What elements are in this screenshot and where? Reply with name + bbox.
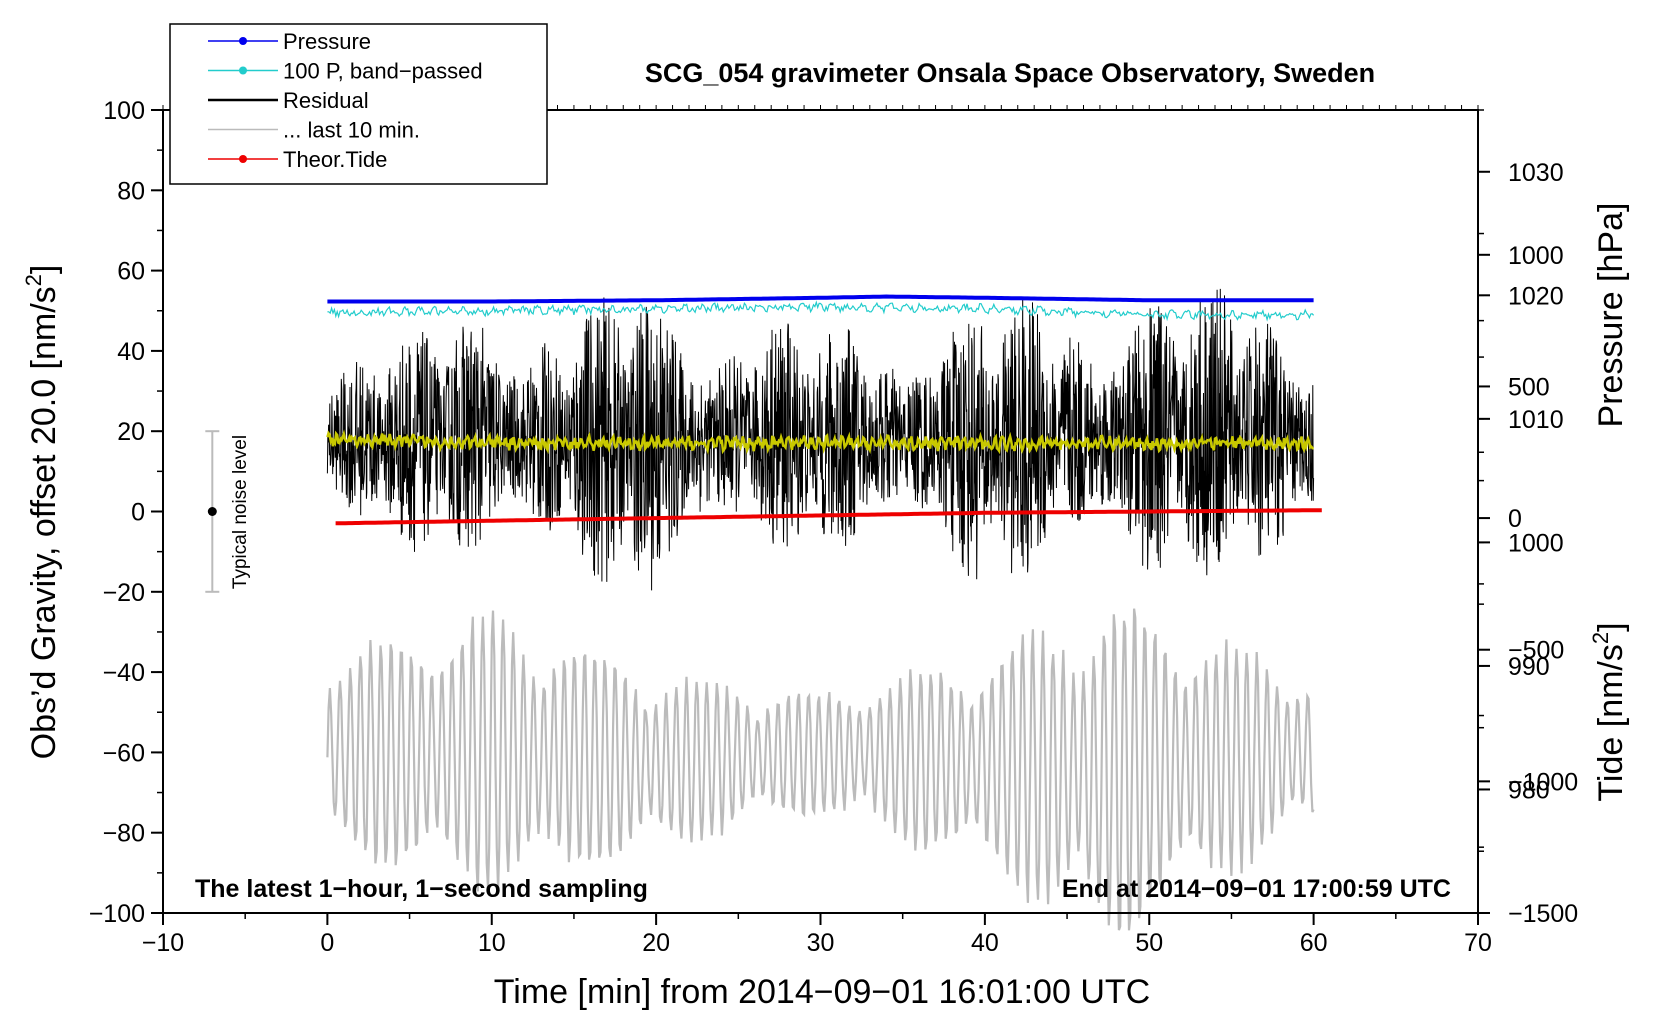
pressure-tick-label: 1020: [1508, 282, 1564, 310]
series-band-passed: [327, 300, 1315, 322]
legend-label: Pressure: [283, 29, 371, 54]
tide-tick-label: 1000: [1508, 242, 1564, 270]
annotation-end-time: End at 2014−09−01 17:00:59 UTC: [1062, 875, 1451, 903]
legend-marker: [239, 155, 247, 163]
y-axis-label-pressure: Pressure [hPa]: [1592, 203, 1630, 428]
legend-marker: [239, 37, 247, 45]
tide-tick-label: −1500: [1508, 900, 1578, 928]
pressure-tick-label: 1030: [1508, 159, 1564, 187]
pressure-tick-label: 1000: [1508, 529, 1564, 557]
series-last-10-min: [326, 608, 1315, 931]
y-tick-label: 20: [117, 418, 145, 446]
series-pressure: [327, 294, 1314, 304]
y-tick-label: 60: [117, 258, 145, 286]
y-tick-label: 40: [117, 338, 145, 366]
y-tick-label: 0: [131, 499, 145, 527]
x-tick-label: −10: [142, 929, 184, 957]
y-axis-label-left-sup: 2: [21, 274, 46, 286]
y-axis-label-tide-close: ]: [1592, 622, 1630, 631]
y-axis-label-left-text: Obs’d Gravity, offset 20.0 [nm/s: [25, 286, 63, 759]
x-tick-label: 50: [1135, 929, 1163, 957]
legend: Pressure 100 P, band−passed Residual ... la…: [169, 23, 548, 185]
y-tick-label: 100: [103, 97, 145, 125]
plot-series: [326, 288, 1322, 931]
legend-label: Theor.Tide: [283, 147, 387, 172]
y-axis-label-tide-sup: 2: [1588, 632, 1613, 644]
y-tick-label: −40: [103, 659, 145, 687]
x-tick-label: 10: [478, 929, 506, 957]
y-axis-label-left: Obs’d Gravity, offset 20.0 [nm/s2]: [21, 265, 63, 760]
y-tick-label: −60: [103, 739, 145, 767]
noise-bar-center: [207, 507, 217, 516]
legend-label: ... last 10 min.: [283, 118, 420, 143]
x-tick-label: 30: [807, 929, 835, 957]
x-tick-label: 60: [1300, 929, 1328, 957]
series-smoothed-residual: [326, 429, 1315, 456]
noise-bar-label: Typical noise level: [230, 435, 251, 589]
legend-label: Residual: [283, 88, 369, 113]
x-tick-label: 40: [971, 929, 999, 957]
x-tick-label: 70: [1464, 929, 1492, 957]
y-tick-label: −100: [89, 900, 145, 928]
legend-label: 100 P, band−passed: [283, 59, 483, 84]
legend-marker: [239, 66, 247, 75]
tide-tick-label: 0: [1508, 505, 1522, 533]
pressure-tick-label: 1010: [1508, 406, 1564, 434]
series-theor-tide: [335, 508, 1322, 526]
x-axis-label: Time [min] from 2014−09−01 16:01:00 UTC: [494, 973, 1150, 1011]
legend-box: [169, 23, 548, 185]
annotation-sampling: The latest 1−hour, 1−second sampling: [195, 875, 648, 903]
y-tick-label: −80: [103, 820, 145, 848]
tide-tick-label: −500: [1508, 637, 1564, 665]
pressure-tick-label: 980: [1508, 776, 1550, 804]
y-axis-label-tide-text: Tide [nm/s: [1592, 644, 1630, 801]
chart-title: SCG_054 gravimeter Onsala Space Observat…: [645, 58, 1375, 88]
tide-tick-label: −1000: [1508, 768, 1578, 796]
y-tick-label: −20: [103, 579, 145, 607]
axes: −10 0 10 20 30 40 50 60 70−100−80−60−40−20020406…: [89, 97, 1579, 957]
y-axis-label-tide: Tide [nm/s2]: [1588, 622, 1630, 801]
x-tick-label: 20: [642, 929, 670, 957]
y-tick-label: 80: [117, 177, 145, 205]
tide-tick-label: 500: [1508, 373, 1550, 401]
pressure-tick-label: 990: [1508, 653, 1550, 681]
y-axis-label-left-close: ]: [25, 265, 63, 274]
x-tick-label: 0: [320, 929, 334, 957]
